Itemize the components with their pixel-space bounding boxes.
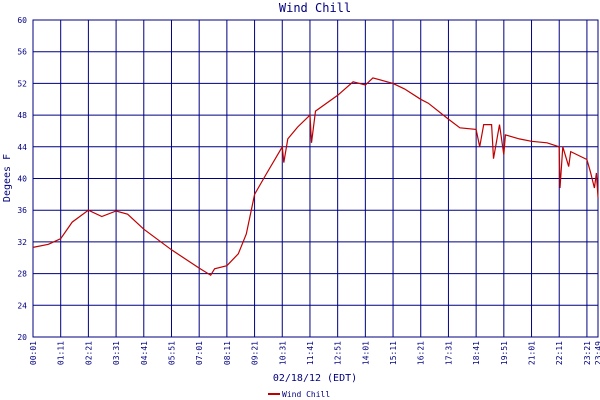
x-tick-label: 10:31: [278, 341, 287, 365]
x-tick-label: 18:41: [472, 341, 481, 365]
x-tick-label: 23:49: [594, 341, 600, 365]
x-tick-label: 22:11: [555, 341, 564, 365]
x-tick-label: 15:11: [389, 341, 398, 365]
x-tick-label: 03:31: [112, 341, 121, 365]
y-tick-label: 24: [17, 301, 27, 310]
y-tick-label: 20: [17, 333, 27, 342]
x-tick-label: 21:01: [528, 341, 537, 365]
y-tick-label: 48: [17, 111, 27, 120]
x-tick-label: 01:11: [57, 341, 66, 365]
legend-label: Wind Chill: [282, 390, 330, 399]
x-tick-label: 08:11: [223, 341, 232, 365]
x-tick-label: 11:41: [306, 341, 315, 365]
y-tick-label: 52: [17, 79, 27, 88]
x-tick-label: 09:21: [251, 341, 260, 365]
y-tick-label: 36: [17, 206, 27, 215]
x-tick-label: 14:01: [361, 341, 370, 365]
x-tick-label: 07:01: [195, 341, 204, 365]
x-tick-label: 23:21: [583, 341, 592, 365]
x-tick-label: 00:01: [29, 341, 38, 365]
data-line: [32, 77, 599, 277]
chart-title: Wind Chill: [279, 1, 351, 15]
y-tick-label: 56: [17, 48, 27, 57]
x-tick-label: 16:21: [417, 341, 426, 365]
y-tick-label: 40: [17, 175, 27, 184]
x-axis-label: 02/18/12 (EDT): [273, 373, 357, 384]
x-tick-label: 12:51: [334, 341, 343, 365]
y-tick-label: 60: [17, 16, 27, 25]
y-tick-label: 32: [17, 238, 27, 247]
x-tick-label: 17:31: [444, 341, 453, 365]
y-tick-label: 44: [17, 143, 27, 152]
x-tick-label: 05:51: [167, 341, 176, 365]
x-tick-label: 19:51: [500, 341, 509, 365]
x-tick-label: 02:21: [84, 341, 93, 365]
y-tick-label: 28: [17, 270, 27, 279]
x-tick-label: 04:41: [140, 341, 149, 365]
y-axis-label: Degees F: [2, 154, 13, 202]
